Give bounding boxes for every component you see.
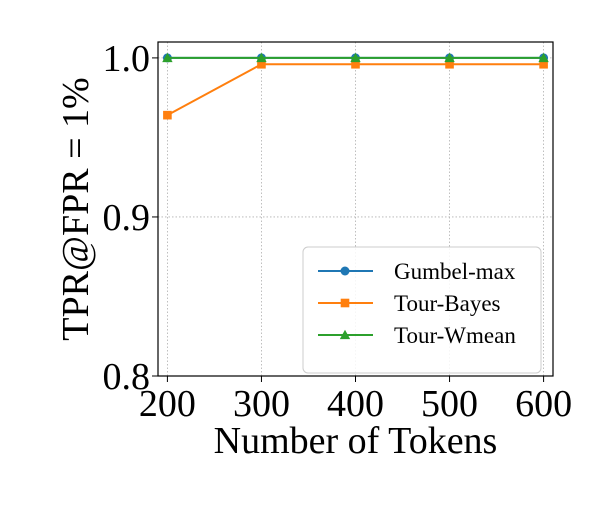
- axis-ticks: 200 300 400 500 600 0.8 0.9 1.0: [103, 38, 573, 425]
- legend-marker: [340, 266, 350, 276]
- data-point: [538, 52, 549, 63]
- data-point: [256, 52, 267, 63]
- data-point: [163, 110, 172, 120]
- legend-box: [302, 246, 542, 374]
- legend-label: Tour-Bayes: [394, 291, 501, 316]
- legend-marker: [339, 329, 351, 340]
- x-axis-label: Number of Tokens: [214, 420, 498, 462]
- series-line: [166, 63, 544, 117]
- y-axis-label: TPR@FPR = 1%: [55, 77, 97, 340]
- x-tick-label: 500: [421, 383, 478, 425]
- legend-item-tour-bayes: Tour-Bayes: [318, 291, 501, 316]
- x-tick-label: 300: [233, 383, 290, 425]
- plot-series: [162, 52, 549, 120]
- data-point: [162, 52, 173, 63]
- legend-item-tour-wmean: Tour-Wmean: [318, 323, 516, 348]
- x-tick-label: 200: [139, 383, 196, 425]
- series-tour-bayes: [163, 59, 548, 120]
- legend-item-gumbel-max: Gumbel-max: [318, 259, 516, 284]
- data-point: [257, 59, 266, 69]
- y-tick-label: 0.9: [103, 197, 151, 239]
- legend-label: Gumbel-max: [394, 259, 516, 284]
- legend-marker: [340, 298, 350, 308]
- data-point: [350, 52, 361, 63]
- data-point: [444, 52, 455, 63]
- data-point: [351, 59, 360, 69]
- x-tick-label: 600: [515, 383, 572, 425]
- data-point: [539, 59, 548, 69]
- legend-label: Tour-Wmean: [394, 323, 516, 348]
- series-tour-wmean: [162, 52, 549, 63]
- legend: Gumbel-max Tour-Bayes Tour-Wmean: [302, 246, 542, 374]
- y-tick-label: 1.0: [103, 38, 151, 80]
- x-tick-label: 400: [327, 383, 384, 425]
- y-tick-label: 0.8: [103, 356, 151, 398]
- data-point: [445, 59, 454, 69]
